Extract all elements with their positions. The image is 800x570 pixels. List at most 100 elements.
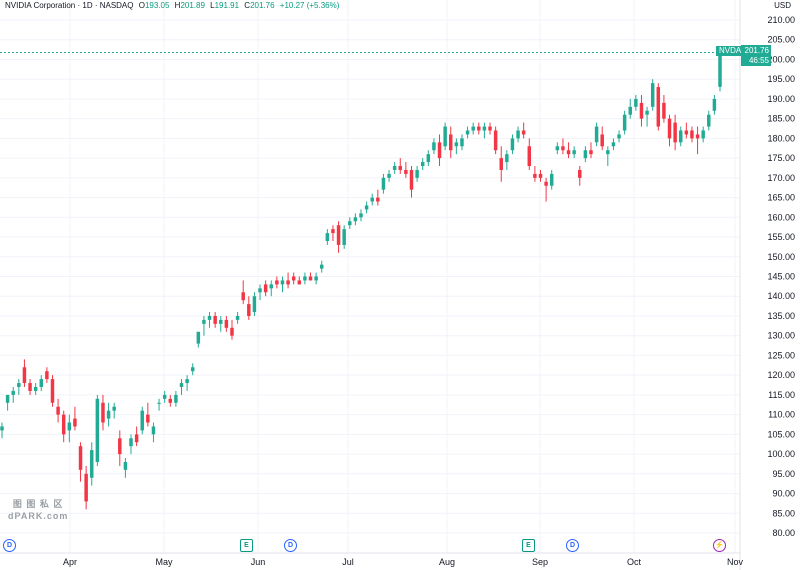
candle-body	[78, 446, 83, 470]
candle-body	[404, 169, 408, 174]
candle-body	[106, 410, 111, 419]
candle-body	[280, 280, 285, 285]
earnings-event-icon[interactable]: E	[522, 539, 535, 552]
candle-body	[460, 138, 464, 147]
candle	[28, 379, 32, 395]
candle	[319, 260, 324, 273]
candle	[140, 406, 144, 435]
dividend-event-icon[interactable]: D	[566, 539, 579, 552]
candle-body	[364, 205, 369, 210]
candle-body	[398, 166, 403, 170]
candle	[331, 225, 335, 241]
currency-label[interactable]: USD	[774, 1, 791, 10]
candle	[690, 126, 694, 143]
candle-body	[516, 130, 520, 139]
candle	[84, 465, 88, 510]
candle	[359, 209, 363, 222]
candle-body	[415, 169, 419, 178]
candle-body	[146, 414, 150, 423]
low-value: 191.91	[214, 1, 240, 10]
candle-body	[174, 394, 178, 403]
candle-body	[544, 181, 548, 186]
candle	[426, 150, 431, 167]
candle-body	[589, 150, 593, 155]
candle-body	[662, 102, 666, 119]
candle	[460, 134, 464, 151]
candle-body	[493, 130, 498, 151]
candle-body	[673, 122, 677, 143]
candle-body	[667, 118, 672, 139]
candle-body	[73, 418, 77, 427]
time-axis[interactable]: Apr May Jun Jul Aug Sep Oct Nov	[63, 557, 744, 567]
split-event-icon[interactable]: ⚡	[713, 539, 726, 552]
candle-body	[308, 276, 313, 281]
candle-body	[600, 134, 604, 147]
candle-body	[252, 296, 257, 313]
candle-body	[684, 130, 689, 135]
candle	[348, 217, 352, 230]
candle	[95, 394, 100, 466]
candle	[628, 98, 632, 119]
y-tick-label: 160.00	[767, 212, 795, 222]
candle	[527, 138, 532, 170]
candle	[151, 422, 156, 443]
candle-body	[39, 379, 44, 387]
candle-body	[314, 276, 318, 281]
candle	[645, 106, 649, 127]
y-tick-label: 185.00	[767, 114, 795, 124]
y-tick-label: 85.00	[772, 508, 795, 518]
candle-body	[17, 383, 21, 387]
candle-body	[482, 126, 487, 131]
dividend-event-icon[interactable]: D	[284, 539, 297, 552]
candle	[33, 383, 38, 395]
candle-body	[202, 319, 206, 324]
candle	[578, 166, 582, 186]
candle	[275, 276, 279, 289]
candle	[134, 426, 139, 447]
candle-body	[112, 406, 116, 411]
candle	[179, 379, 184, 395]
y-tick-label: 200.00	[767, 54, 795, 64]
candle	[555, 142, 560, 155]
symbol-legend: NVIDIA Corporation · 1D · NASDAQ O193.05…	[5, 1, 339, 10]
price-axis[interactable]: 210.00 205.00 200.00 195.00 190.00 185.00 180.…	[767, 15, 795, 538]
candle	[0, 422, 4, 439]
candle	[404, 162, 408, 178]
candle	[589, 142, 593, 159]
x-tick-label: Jun	[251, 557, 266, 567]
candle-body	[594, 126, 599, 143]
y-tick-label: 120.00	[767, 370, 795, 380]
candle	[336, 221, 341, 253]
candle-body	[628, 106, 632, 115]
candle-body	[650, 83, 655, 107]
candle	[190, 363, 195, 376]
watermark: 图 图 私 区 dPARK.com	[8, 498, 68, 522]
candle	[101, 394, 105, 431]
candle	[465, 126, 470, 139]
candle	[432, 138, 436, 155]
candle-body	[611, 142, 616, 147]
candle-body	[645, 110, 649, 115]
candle	[583, 146, 588, 163]
candle-body	[578, 169, 582, 178]
candle	[17, 379, 21, 395]
candle	[398, 158, 403, 174]
candle	[549, 169, 554, 190]
candle	[219, 315, 223, 332]
earnings-event-icon[interactable]: E	[240, 539, 253, 552]
candle	[392, 162, 397, 174]
ticker-label: NVDA	[716, 46, 745, 56]
y-tick-label: 100.00	[767, 449, 795, 459]
candle	[477, 122, 481, 135]
candle	[600, 126, 604, 151]
candles	[0, 52, 722, 510]
candle	[78, 442, 83, 482]
candle	[207, 312, 212, 328]
dividend-event-icon[interactable]: D	[3, 539, 16, 552]
y-tick-label: 205.00	[767, 35, 795, 45]
y-tick-label: 170.00	[767, 173, 795, 183]
candle	[409, 166, 414, 198]
x-tick-label: Nov	[727, 557, 744, 567]
candle	[303, 272, 307, 285]
